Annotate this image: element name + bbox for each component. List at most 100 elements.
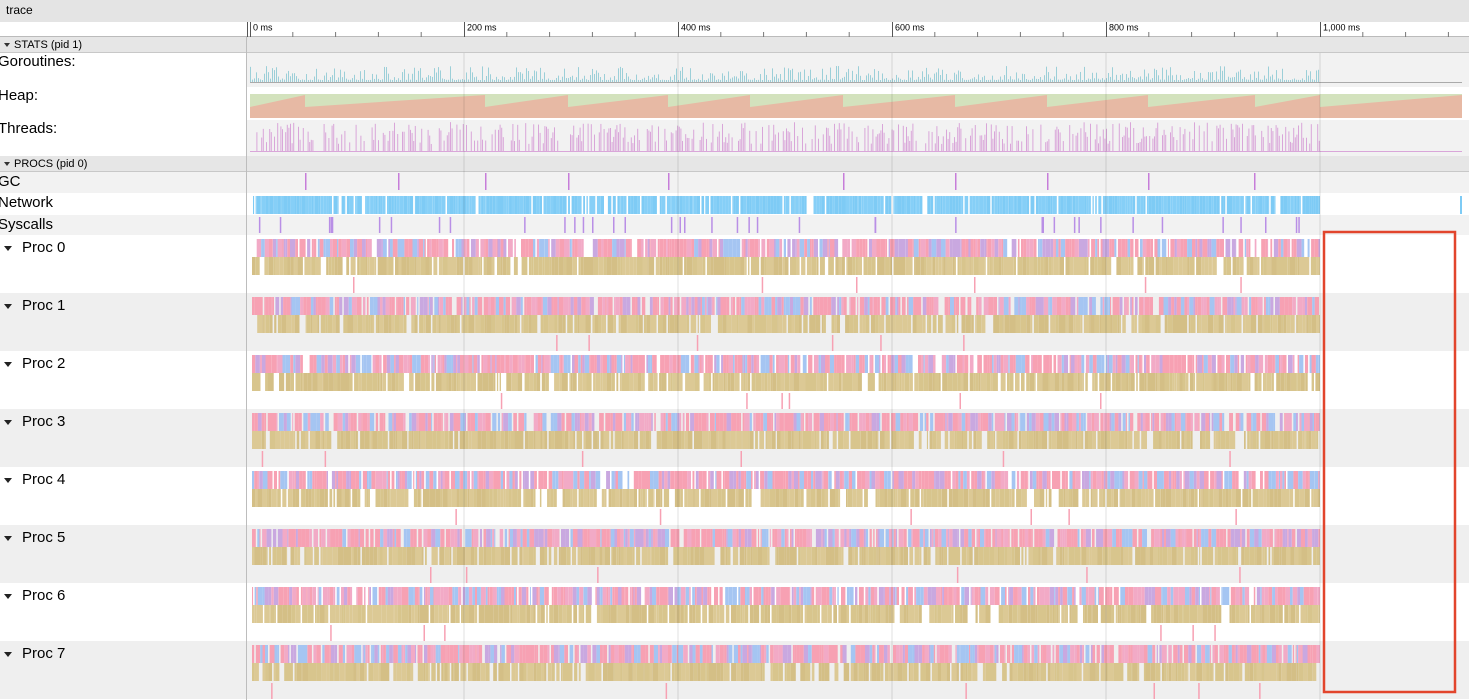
slice <box>1263 257 1267 275</box>
slice <box>278 471 281 489</box>
slice <box>306 315 311 333</box>
slice <box>682 471 688 489</box>
slice <box>557 413 562 431</box>
slice <box>376 239 382 257</box>
slice <box>1272 355 1275 373</box>
slice <box>305 315 307 333</box>
slice <box>595 471 601 489</box>
thread-bar <box>606 132 608 152</box>
slice <box>984 239 987 257</box>
slice <box>981 315 986 333</box>
slice <box>658 471 662 489</box>
thread-bar <box>702 122 704 152</box>
slice <box>500 355 505 373</box>
slice <box>1122 373 1127 391</box>
slice <box>1141 431 1147 449</box>
slice <box>1203 489 1209 507</box>
goroutine-bar <box>1038 78 1039 82</box>
slice <box>339 355 343 373</box>
slice <box>1245 196 1247 214</box>
goroutine-bar <box>1142 79 1143 82</box>
slice <box>399 471 402 489</box>
slice <box>804 196 807 214</box>
slice <box>1022 196 1026 214</box>
slice <box>968 431 972 449</box>
thread-bar <box>538 124 539 152</box>
goroutine-bar <box>620 66 621 82</box>
slice <box>388 413 393 431</box>
thread-bar <box>882 123 883 152</box>
slice <box>1286 373 1291 391</box>
slice <box>767 196 771 214</box>
slice <box>642 257 648 275</box>
slice <box>675 413 678 431</box>
slice <box>324 489 328 507</box>
slice <box>403 315 407 333</box>
thread-bar <box>718 131 720 152</box>
slice <box>1218 315 1224 333</box>
slice <box>509 529 513 547</box>
slice <box>1299 413 1302 431</box>
slice <box>655 489 661 507</box>
goroutine-bar <box>992 75 993 82</box>
slice <box>821 196 825 214</box>
slice <box>1161 196 1164 214</box>
slice <box>1146 373 1148 391</box>
slice <box>263 315 266 333</box>
thread-bar <box>627 141 629 152</box>
slice <box>708 431 711 449</box>
slice <box>775 239 780 257</box>
slice <box>1051 431 1057 449</box>
slice <box>589 471 591 489</box>
slice <box>852 257 856 275</box>
slice <box>632 355 636 373</box>
slice <box>1023 239 1027 257</box>
event-mark <box>955 217 957 233</box>
slice <box>857 257 862 275</box>
slice <box>1051 257 1054 275</box>
slice <box>475 413 478 431</box>
event-mark <box>378 217 381 233</box>
slice <box>948 489 953 507</box>
slice <box>864 489 868 507</box>
slice <box>990 431 994 449</box>
slice <box>586 196 588 214</box>
slice <box>350 239 354 257</box>
goroutine-bar <box>358 79 359 82</box>
slice <box>337 413 343 431</box>
slice <box>505 489 509 507</box>
slice <box>641 196 645 214</box>
slice <box>570 297 574 315</box>
slice <box>876 413 879 431</box>
slice <box>631 196 634 214</box>
slice <box>648 413 652 431</box>
slice <box>470 239 476 257</box>
goroutine-bar <box>1228 76 1229 82</box>
thread-bar <box>474 140 475 152</box>
slice <box>1017 196 1020 214</box>
slice <box>1138 471 1143 489</box>
slice <box>504 315 507 333</box>
slice <box>773 315 778 333</box>
slice <box>770 373 772 391</box>
slice <box>366 297 369 315</box>
slice <box>1072 489 1079 507</box>
slice <box>252 529 256 547</box>
slice <box>502 257 507 275</box>
slice <box>863 547 866 565</box>
slice <box>576 431 582 449</box>
slice <box>685 196 689 214</box>
slice <box>265 373 268 391</box>
slice <box>1313 196 1316 214</box>
slice <box>554 257 559 275</box>
slice <box>316 489 320 507</box>
slice <box>931 489 938 507</box>
slice <box>716 297 718 315</box>
slice <box>1207 355 1212 373</box>
slice <box>456 413 461 431</box>
slice <box>573 297 578 315</box>
slice <box>1138 315 1142 333</box>
slice <box>841 196 846 214</box>
slice <box>288 471 293 489</box>
goroutine-bar <box>914 79 915 82</box>
